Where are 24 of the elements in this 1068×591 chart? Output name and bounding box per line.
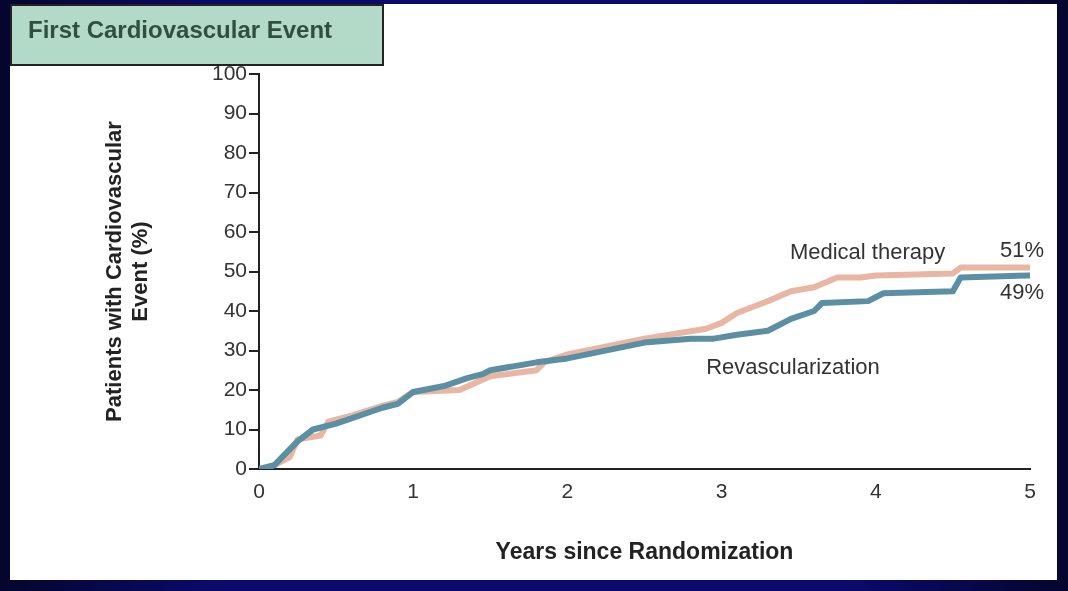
annotation: 49% — [999, 278, 1044, 304]
y-tick-label: 80 — [223, 139, 247, 163]
x-tick-label: 2 — [561, 479, 574, 503]
annotation: 51% — [999, 236, 1044, 262]
x-tick-label: 4 — [869, 479, 882, 503]
x-tick-label: 0 — [253, 479, 265, 503]
y-axis-title: Patients with Cardiovascular Event (%) — [101, 120, 153, 422]
chart-title: First Cardiovascular Event — [28, 16, 333, 43]
series-label: Medical therapy — [789, 238, 946, 264]
x-tick-label: 1 — [407, 479, 420, 503]
y-tick-label: 10 — [223, 416, 247, 440]
y-tick-label: 30 — [223, 337, 247, 361]
y-tick-label: 90 — [223, 100, 247, 124]
y-tick-label: 100 — [211, 60, 247, 84]
y-tick-label: 60 — [223, 218, 247, 242]
series-label: Revascularization — [706, 353, 880, 379]
y-tick-label: 70 — [223, 179, 247, 203]
x-tick-label: 3 — [715, 479, 728, 503]
y-tick-label: 50 — [223, 258, 247, 282]
y-tick-label: 0 — [235, 455, 247, 479]
y-tick-label: 20 — [223, 376, 247, 400]
x-axis-title: Years since Randomization — [495, 537, 794, 564]
y-tick-label: 40 — [223, 297, 247, 321]
x-tick-label: 5 — [1024, 479, 1036, 503]
